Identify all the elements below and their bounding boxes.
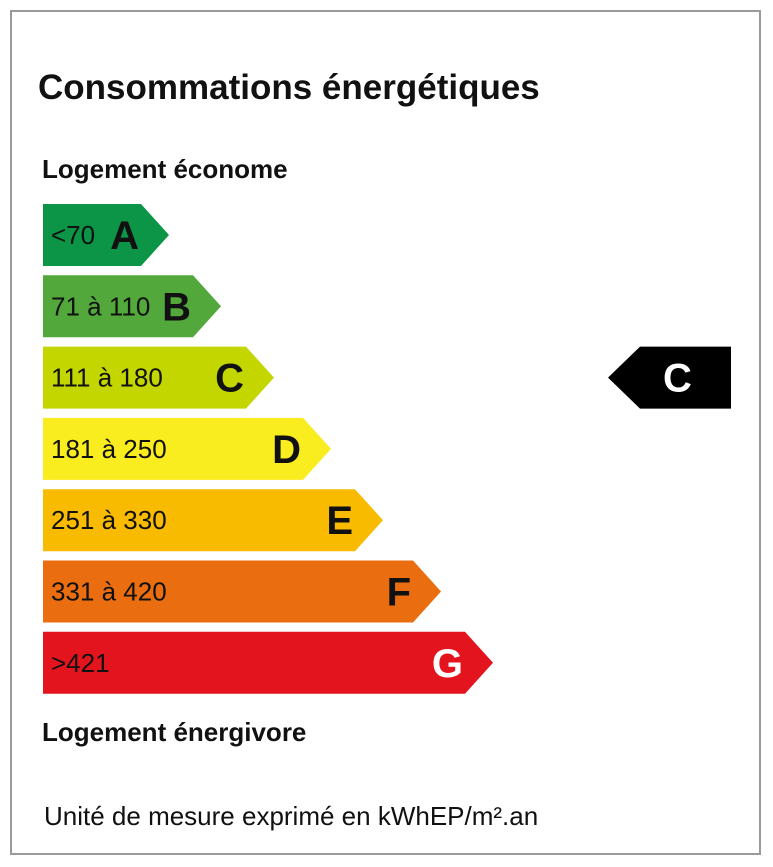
- rating-range-f: 331 à 420: [51, 577, 167, 607]
- rating-bar-shape-b: [43, 275, 221, 338]
- efficient-label: Logement économe: [42, 154, 288, 184]
- rating-bar-a: <70 A: [43, 204, 169, 266]
- current-rating-arrow: [608, 346, 731, 409]
- rating-letter-d: D: [272, 428, 301, 472]
- current-rating-letter: C: [663, 357, 692, 401]
- rating-letter-g: G: [432, 642, 463, 686]
- unit-note: Unité de mesure exprimé en kWhEP/m².an: [44, 801, 539, 831]
- rating-bar-shape-e: [43, 489, 383, 552]
- rating-letter-c: C: [215, 357, 244, 401]
- rating-range-b: 71 à 110: [51, 291, 150, 321]
- inefficient-label: Logement énergivore: [42, 717, 307, 747]
- rating-bar-shape-g: [43, 631, 493, 694]
- page-title: Consommations énergétiques: [38, 68, 540, 107]
- rating-bar-d: 181 à 250 D: [43, 417, 331, 480]
- rating-range-g: >421: [51, 648, 110, 678]
- rating-letter-f: F: [387, 571, 411, 615]
- rating-range-d: 181 à 250: [51, 434, 167, 464]
- rating-bar-e: 251 à 330 E: [43, 489, 383, 552]
- rating-bar-g: >421 G: [43, 631, 493, 694]
- rating-letter-a: A: [110, 214, 139, 258]
- rating-bar-b: 71 à 110 B: [43, 275, 221, 338]
- rating-range-c: 111 à 180: [51, 363, 163, 393]
- rating-bar-shape-f: [43, 560, 441, 623]
- rating-letter-e: E: [326, 499, 353, 543]
- rating-bar-c: 111 à 180 C: [43, 346, 274, 409]
- current-rating-indicator: C: [608, 346, 731, 409]
- rating-bar-shape-a: [43, 204, 169, 266]
- rating-range-a: <70: [51, 220, 95, 250]
- rating-letter-b: B: [162, 285, 191, 329]
- rating-bar-f: 331 à 420 F: [43, 560, 441, 623]
- rating-bar-shape-d: [43, 417, 331, 480]
- rating-bar-shape-c: [43, 346, 274, 409]
- rating-range-e: 251 à 330: [51, 505, 167, 535]
